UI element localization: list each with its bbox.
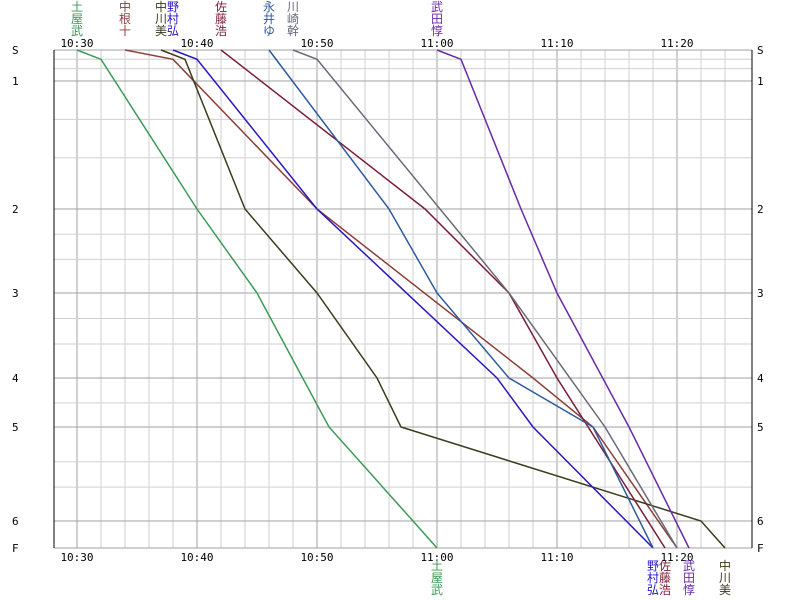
runner-start-label: 中根十 bbox=[119, 0, 131, 38]
plot-frame bbox=[53, 50, 753, 548]
x-tick-label-bottom: 11:10 bbox=[540, 551, 573, 564]
series-line bbox=[76, 49, 438, 549]
runner-start-label: 永井ゆ bbox=[263, 0, 275, 38]
grid bbox=[54, 49, 752, 549]
y-tick-label-right: 4 bbox=[757, 372, 764, 385]
runner-start-label: 武田惇 bbox=[431, 0, 443, 38]
y-tick-label-left: S bbox=[12, 44, 19, 57]
runner-end-label: 野村弘 bbox=[647, 559, 659, 597]
tick-labels: 10:30 10:30 10:40 10:40 10:50 10:50 11:00 11:00… bbox=[12, 37, 764, 564]
x-tick-label-top: 10:30 bbox=[60, 37, 93, 50]
x-tick-label-top: 11:10 bbox=[540, 37, 573, 50]
series-line bbox=[124, 49, 678, 549]
y-tick-label-right: 2 bbox=[757, 203, 764, 216]
y-tick-label-left: 6 bbox=[12, 515, 19, 528]
runner-start-label: 土屋武 bbox=[71, 0, 83, 38]
runner-start-label: 野村弘 bbox=[167, 0, 179, 38]
y-tick-label-right: 1 bbox=[757, 75, 764, 88]
runner-end-label: 中川美 bbox=[719, 558, 731, 597]
x-tick-label-bottom: 10:40 bbox=[180, 551, 213, 564]
runner-end-label: 武田惇 bbox=[683, 559, 695, 597]
series-line bbox=[268, 49, 654, 549]
series-line bbox=[292, 49, 678, 549]
series-line bbox=[172, 49, 654, 549]
x-tick-label-top: 10:40 bbox=[180, 37, 213, 50]
y-tick-label-right: 3 bbox=[757, 287, 764, 300]
y-tick-label-right: 6 bbox=[757, 515, 764, 528]
series-line bbox=[220, 49, 666, 549]
series-line bbox=[436, 49, 690, 549]
x-tick-label-bottom: 10:30 bbox=[60, 551, 93, 564]
runner-end-label: 佐藤浩 bbox=[659, 559, 671, 597]
x-tick-label-top: 11:00 bbox=[420, 37, 453, 50]
y-tick-label-left: 2 bbox=[12, 203, 19, 216]
x-tick-label-bottom: 10:50 bbox=[300, 551, 333, 564]
y-tick-label-left: 1 bbox=[12, 75, 19, 88]
runner-end-label: 土屋武 bbox=[431, 559, 443, 597]
y-tick-label-left: 5 bbox=[12, 421, 19, 434]
y-tick-label-right: 5 bbox=[757, 421, 764, 434]
x-tick-label-top: 10:50 bbox=[300, 37, 333, 50]
y-tick-label-left: 4 bbox=[12, 372, 19, 385]
x-tick-label-top: 11:20 bbox=[660, 37, 693, 50]
y-tick-label-left: 3 bbox=[12, 287, 19, 300]
series-lines bbox=[76, 49, 726, 549]
runner-start-label: 川崎幹 bbox=[287, 0, 299, 38]
runner-start-label: 佐藤浩 bbox=[215, 0, 227, 38]
y-tick-label-left: F bbox=[12, 542, 19, 555]
runner-start-label: 中川美 bbox=[155, 0, 167, 38]
x-tick-label-bottom: 11:00 bbox=[420, 551, 453, 564]
y-tick-label-right: S bbox=[757, 44, 764, 57]
x-tick-label-bottom: 11:20 bbox=[660, 551, 693, 564]
y-tick-label-right: F bbox=[757, 542, 764, 555]
